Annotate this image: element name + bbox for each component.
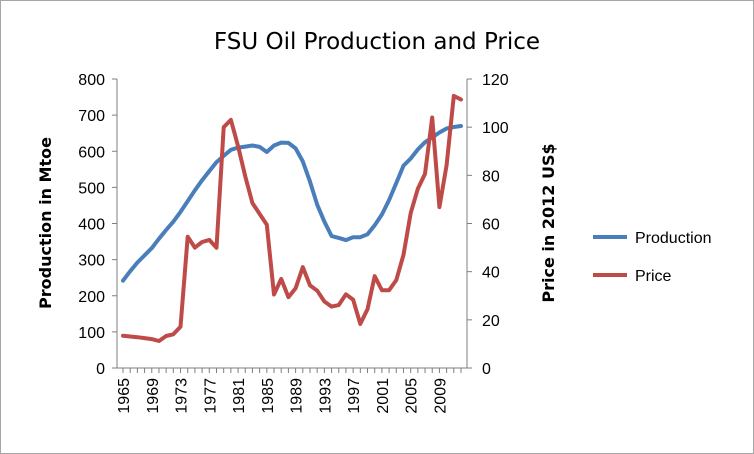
- legend-label-price: Price: [635, 268, 672, 285]
- left-tick-label: 700: [78, 108, 105, 125]
- right-tick-label: 100: [482, 120, 509, 137]
- right-tick-label: 20: [482, 313, 500, 330]
- left-tick-label: 400: [78, 217, 105, 234]
- right-tick-label: 40: [482, 265, 500, 282]
- series-line-production: [121, 124, 463, 283]
- x-tick-label: 1973: [174, 378, 191, 414]
- series-lines: [121, 93, 463, 343]
- x-axis-ticks: 1965 1969 1973 1977 1981 1985 1989 1993 1997 2001…: [116, 368, 462, 414]
- x-tick-label: 2001: [375, 378, 392, 414]
- x-tick-label: 1965: [116, 378, 133, 414]
- x-tick-label: 2009: [432, 378, 449, 414]
- x-tick-label: 1989: [289, 378, 306, 414]
- right-tick-label: 120: [482, 72, 509, 89]
- left-tick-label: 500: [78, 180, 105, 197]
- series-line-price: [121, 93, 463, 343]
- right-tick-label: 60: [482, 217, 500, 234]
- x-tick-label: 1969: [145, 378, 162, 414]
- left-tick-label: 600: [78, 144, 105, 161]
- left-axis-ticks: 0 100 200 300 400 500 600 700 800: [78, 72, 117, 378]
- chart-title: FSU Oil Production and Price: [214, 29, 540, 55]
- left-tick-label: 300: [78, 253, 105, 270]
- x-tick-label: 1977: [202, 378, 219, 414]
- right-tick-label: 0: [482, 361, 491, 378]
- left-tick-label: 200: [78, 289, 105, 306]
- right-tick-label: 80: [482, 168, 500, 185]
- legend: Production Price: [593, 230, 712, 285]
- x-tick-label: 2005: [404, 378, 421, 414]
- left-axis-title: Production in Mtoe: [36, 137, 55, 309]
- x-tick-label: 1993: [317, 378, 334, 414]
- x-tick-label: 1997: [346, 378, 363, 414]
- right-axis-title: Price in 2012 US$: [539, 143, 558, 302]
- right-axis-ticks: 0 20 40 60 80 100 120: [467, 72, 509, 378]
- left-tick-label: 100: [78, 325, 105, 342]
- left-tick-label: 800: [78, 72, 105, 89]
- left-tick-label: 0: [96, 361, 105, 378]
- legend-label-production: Production: [635, 230, 712, 247]
- x-tick-label: 1985: [260, 378, 277, 414]
- x-tick-label: 1981: [231, 378, 248, 414]
